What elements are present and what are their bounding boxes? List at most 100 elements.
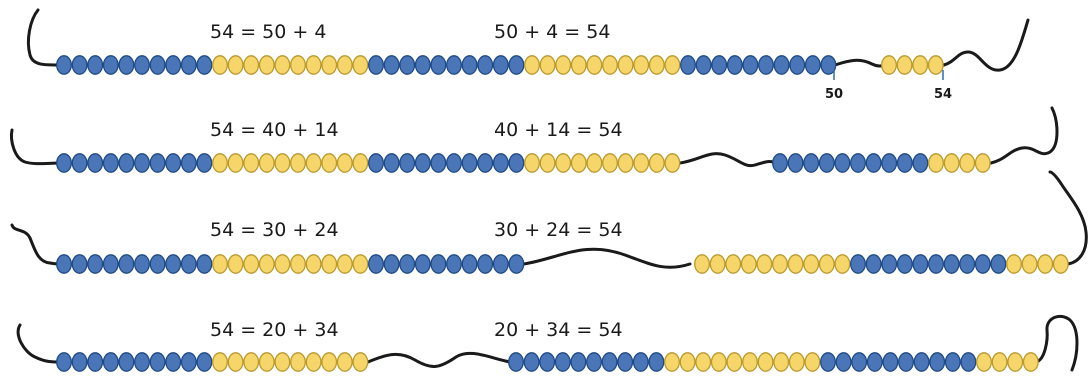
blue-bead — [414, 254, 431, 274]
yellow-bead — [695, 352, 712, 372]
bead-row-1: 50 54 54 = 50 + 4 50 + 4 = 54 — [26, 8, 1030, 102]
blue-bead — [196, 254, 213, 274]
yellow-bead — [976, 352, 992, 372]
blue-bead — [492, 254, 509, 274]
yellow-bead — [742, 352, 758, 372]
yellow-bead — [321, 153, 338, 173]
blue-bead — [944, 352, 961, 372]
blue-bead — [617, 352, 634, 372]
blue-bead — [56, 55, 72, 75]
blue-bead — [56, 352, 72, 372]
blue-bead — [368, 254, 384, 274]
blue-bead — [71, 153, 88, 173]
blue-bead — [820, 352, 836, 372]
yellow-bead — [803, 254, 820, 274]
yellow-bead — [1022, 352, 1039, 372]
yellow-bead — [336, 55, 353, 75]
yellow-bead — [881, 55, 897, 75]
blue-bead — [850, 153, 866, 173]
blue-bead — [118, 55, 135, 75]
blue-bead — [492, 55, 509, 75]
equation-left: 54 = 30 + 24 — [210, 219, 339, 241]
blue-bead — [866, 352, 883, 372]
yellow-bead — [586, 55, 603, 75]
blue-bead — [149, 153, 166, 173]
blue-bead — [180, 55, 197, 75]
blue-bead — [383, 254, 400, 274]
blue-bead — [165, 352, 182, 372]
equation-right: 30 + 24 = 54 — [494, 219, 623, 241]
yellow-bead — [539, 55, 556, 75]
blue-bead — [87, 352, 104, 372]
yellow-bead — [336, 153, 353, 173]
yellow-bead — [756, 254, 773, 274]
blue-bead — [102, 254, 119, 274]
yellow-bead — [974, 153, 991, 173]
yellow-bead — [1007, 352, 1024, 372]
blue-bead — [960, 352, 977, 372]
blue-bead — [461, 55, 478, 75]
yellow-bead — [555, 55, 572, 75]
yellow-bead — [617, 153, 634, 173]
blue-bead — [149, 352, 166, 372]
yellow-bead — [772, 254, 788, 274]
blue-bead — [180, 153, 197, 173]
string-gap — [522, 247, 692, 269]
yellow-bead — [1006, 254, 1022, 274]
blue-bead — [896, 153, 913, 173]
blue-bead — [898, 352, 914, 372]
yellow-bead — [602, 55, 618, 75]
blue-bead — [430, 254, 447, 274]
yellow-bead — [290, 254, 306, 274]
string-right-end — [942, 18, 1030, 72]
yellow-bead — [321, 55, 338, 75]
yellow-bead — [991, 352, 1008, 372]
yellow-bead — [321, 254, 338, 274]
blue-bead — [570, 352, 587, 372]
blue-bead — [851, 352, 868, 372]
blue-bead — [896, 254, 913, 274]
blue-bead — [446, 254, 462, 274]
blue-bead — [881, 153, 898, 173]
blue-bead — [383, 55, 400, 75]
yellow-bead — [788, 352, 805, 372]
yellow-bead — [227, 254, 244, 274]
yellow-bead — [258, 254, 275, 274]
bead-row-2: 54 = 40 + 14 40 + 14 = 54 — [10, 106, 1059, 173]
yellow-bead — [524, 153, 540, 173]
yellow-bead — [212, 254, 228, 274]
yellow-bead — [305, 254, 322, 274]
yellow-bead — [524, 55, 540, 75]
blue-bead — [818, 153, 835, 173]
blue-bead — [508, 55, 525, 75]
blue-bead — [87, 153, 104, 173]
yellow-bead — [726, 352, 743, 372]
yellow-bead — [352, 352, 369, 372]
yellow-bead — [664, 55, 681, 75]
blue-bead — [943, 254, 960, 274]
bead-row-3: 54 = 30 + 24 30 + 24 = 54 — [10, 170, 1088, 274]
yellow-bead — [648, 153, 665, 173]
yellow-bead — [664, 352, 680, 372]
blue-bead — [632, 352, 649, 372]
blue-bead — [680, 55, 696, 75]
string-right-end — [1034, 314, 1079, 372]
bead-group-left — [56, 153, 681, 173]
blue-bead — [787, 153, 804, 173]
blue-bead — [196, 55, 213, 75]
string-left-end — [10, 223, 62, 266]
yellow-bead — [290, 55, 306, 75]
blue-bead — [71, 55, 88, 75]
blue-bead — [726, 55, 743, 75]
yellow-bead — [274, 55, 291, 75]
yellow-bead — [1052, 254, 1069, 274]
blue-bead — [586, 352, 602, 372]
blue-bead — [414, 55, 431, 75]
bead-group-right — [772, 153, 991, 173]
yellow-bead — [258, 55, 275, 75]
blue-bead — [959, 254, 976, 274]
yellow-bead — [352, 254, 369, 274]
yellow-bead — [617, 55, 634, 75]
yellow-bead — [243, 153, 260, 173]
blue-bead — [118, 153, 135, 173]
